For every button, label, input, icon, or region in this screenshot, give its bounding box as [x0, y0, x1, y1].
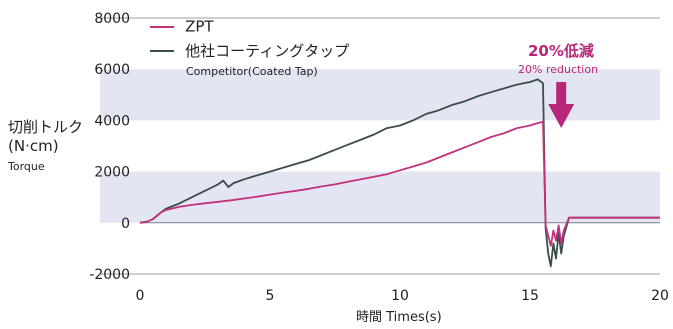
- x-tick-label: 15: [521, 288, 539, 304]
- reduction-annotation-sub: 20% reduction: [518, 63, 599, 76]
- legend-entry-competitor: 他社コーティングタップ: [150, 40, 349, 61]
- arrow-shaft: [556, 82, 567, 104]
- legend-label-competitor: 他社コーティングタップ: [185, 42, 350, 60]
- series-line-zpt: [139, 120, 660, 247]
- legend-label-zpt: ZPT: [185, 17, 214, 36]
- y-tick-label: 2000: [94, 165, 130, 181]
- reduction-annotation: 20%低減: [528, 42, 594, 60]
- series-lines: [139, 78, 660, 268]
- arrow-head: [548, 104, 575, 128]
- x-tick-label: 20: [651, 288, 669, 304]
- background-bands: [100, 69, 660, 223]
- legend-entry-zpt: ZPT: [150, 16, 214, 36]
- y-axis-label-line3: Torque: [8, 160, 45, 173]
- y-axis-ticks: -2000 0 2000 4000 6000 8000: [89, 11, 130, 283]
- x-tick-label: 0: [136, 288, 145, 304]
- y-tick-label: -2000: [89, 267, 130, 283]
- y-tick-label: 4000: [94, 113, 130, 129]
- x-tick-label: 10: [391, 288, 409, 304]
- reduction-arrow: [548, 82, 575, 128]
- background-band-1: [100, 171, 660, 223]
- legend-sublabel-competitor: Competitor(Coated Tap): [186, 65, 318, 78]
- legend-swatch-zpt: [150, 25, 174, 28]
- series-line-competitor: [139, 78, 660, 268]
- y-tick-label: 8000: [94, 11, 130, 27]
- y-axis-label-line1: 切削トルク: [8, 118, 84, 136]
- y-tick-label: 6000: [94, 62, 130, 78]
- x-tick-label: 5: [266, 288, 275, 304]
- x-axis-ticks: 0 5 10 15 20: [136, 288, 669, 304]
- grid-lines: [100, 17, 660, 275]
- background-band-0: [100, 69, 660, 121]
- x-axis-label: 時間 Times(s): [356, 310, 442, 325]
- legend-swatch-competitor: [150, 49, 174, 52]
- y-tick-label: 0: [121, 216, 130, 232]
- y-axis-label-line2: (N·cm): [8, 137, 59, 155]
